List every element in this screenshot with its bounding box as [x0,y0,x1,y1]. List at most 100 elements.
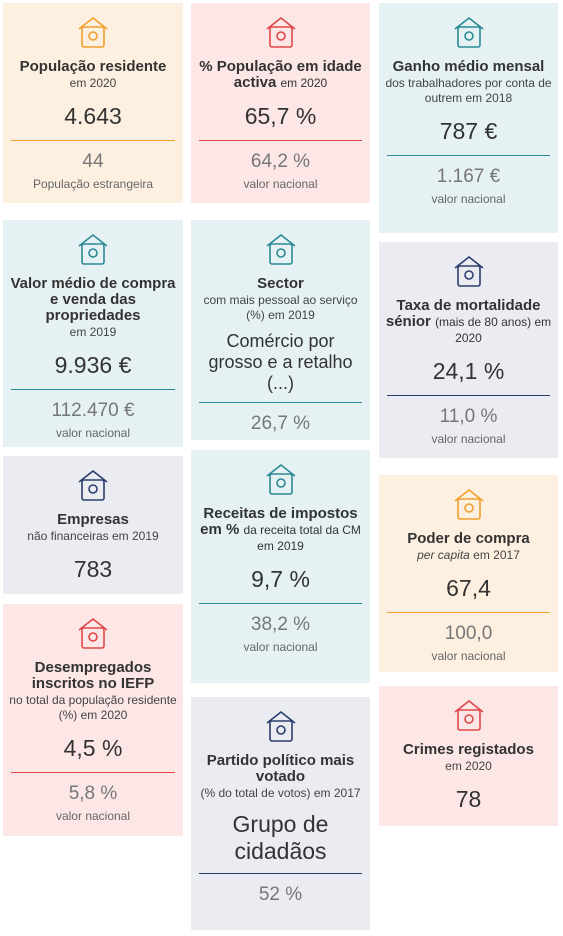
card-subtitle: em 2020 [9,76,177,91]
card-title: Partido político mais votado [197,753,364,785]
card-title: Desempregados inscritos no IEFP [9,660,177,692]
card-title: Ganho médio mensal [385,59,552,75]
title-text: % População em idade activa [199,58,362,91]
title-text: Poder de compra [407,530,530,547]
card-value: 783 [73,556,113,582]
title-text: Partido político mais votado [206,752,355,785]
icon [454,255,483,287]
subtitle-text: dos trabalhadores por conta de outrem em… [385,76,552,105]
card-value: 787 € [439,118,498,144]
card-value: 78 [455,786,482,812]
card-subtitle: (% do total de votos) em 2017 [197,786,364,801]
title-text: Sector [257,275,304,292]
title-suffix: da receita total da CM em 2019 [243,523,361,553]
divider [199,873,362,874]
comparison-value: 52 % [258,884,303,905]
title-suffix: (mais de 80 anos) em 2020 [435,315,552,345]
card-value: 4.643 [64,103,122,129]
title-text: Taxa de mortalidade sénior [385,297,541,330]
card-subtitle: no total da população residente (%) em 2… [9,693,177,723]
subtitle-text: em 2019 [69,325,117,339]
subtitle-text: em 2020 [69,76,117,90]
card: Crimes registados em 2020 78 [379,686,558,826]
divider [387,395,550,396]
divider [199,603,362,604]
comparison-label: valor nacional [431,432,506,446]
card-title: Crimes registados [385,742,552,758]
icon [78,617,108,649]
divider [11,772,175,773]
title-text: População residente [19,58,167,75]
card: Empresas não financeiras em 2019 783 [3,456,183,594]
card-value: 65,7 % [244,103,317,129]
card-title: Poder de compra [385,531,552,547]
icon [454,16,483,48]
card-title: População residente [9,59,177,75]
card-subtitle: dos trabalhadores por conta de outrem em… [385,76,552,106]
divider [11,389,175,390]
card: Valor médio de compra e venda das propri… [3,220,183,447]
subtitle-italic: per capita [417,548,470,562]
title-text: Crimes registados [403,741,534,758]
card: Ganho médio mensal dos trabalhadores por … [379,3,558,233]
icon [266,16,295,48]
comparison-value: 112.470 € [51,400,135,421]
subtitle-text: em 2017 [473,548,520,562]
card-subtitle: com mais pessoal ao serviço (%) em 2019 [197,293,364,323]
subtitle-text: com mais pessoal ao serviço (%) em 2019 [203,293,358,322]
icon [266,463,295,495]
title-suffix: em 2020 [280,76,328,90]
icon [454,488,483,520]
card: % População em idade activa em 2020 65,7 … [191,3,370,203]
card-title: Valor médio de compra e venda das propri… [9,276,177,324]
comparison-value: 44 [82,151,104,172]
comparison-label: valor nacional [55,809,131,823]
comparison-label: valor nacional [55,426,131,440]
icon [266,710,295,742]
icon [78,233,108,265]
card: Receitas de impostos em % da receita tot… [191,450,370,683]
divider [387,155,550,156]
comparison-label: valor nacional [243,177,318,191]
card-title: Sector [197,276,364,292]
subtitle-text: não financeiras em 2019 [27,529,159,543]
card-title: Receitas de impostos em % da receita tot… [197,506,364,554]
comparison-value: 1.167 € [436,166,501,187]
icon [78,469,108,501]
card-subtitle: em 2019 [9,325,177,340]
comparison-value: 64,2 % [250,151,311,172]
comparison-label: População estrangeira [32,177,154,191]
card-subtitle: em 2020 [385,759,552,774]
card-value: 67,4 [446,575,491,601]
card: Partido político mais votado (% do total … [191,697,370,930]
card: Taxa de mortalidade sénior (mais de 80 a… [379,242,558,458]
title-text: Receitas de impostos em % [200,505,358,538]
comparison-value: 11,0 % [439,406,498,427]
icon [78,16,108,48]
card-value: 4,5 % [63,735,123,761]
divider [387,612,550,613]
subtitle-text: no total da população residente (%) em 2… [9,693,177,722]
title-text: Desempregados inscritos no IEFP [31,659,155,692]
divider [199,402,362,403]
card: Desempregados inscritos no IEFP no total … [3,604,183,836]
card-value: 9,7 % [251,566,310,592]
divider [11,140,175,141]
card-value: Grupo de cidadãos [232,811,329,864]
subtitle-text: (% do total de votos) em 2017 [200,786,361,800]
comparison-label: valor nacional [243,640,318,654]
card-subtitle: não financeiras em 2019 [9,529,177,544]
card: Sector com mais pessoal ao serviço (%) em… [191,220,370,440]
comparison-value: 26,7 % [250,413,311,434]
subtitle-text: em 2020 [445,759,492,773]
icon [266,233,295,265]
card-value: 9.936 € [54,352,132,378]
card-title: % População em idade activa em 2020 [197,59,364,91]
card-title: Taxa de mortalidade sénior (mais de 80 a… [385,298,552,346]
card: População residente em 2020 4.643 44 Populaç… [3,3,183,203]
comparison-label: valor nacional [431,192,506,206]
comparison-label: valor nacional [431,649,506,663]
card-value: 24,1 % [432,358,505,384]
comparison-value: 38,2 % [250,614,311,635]
